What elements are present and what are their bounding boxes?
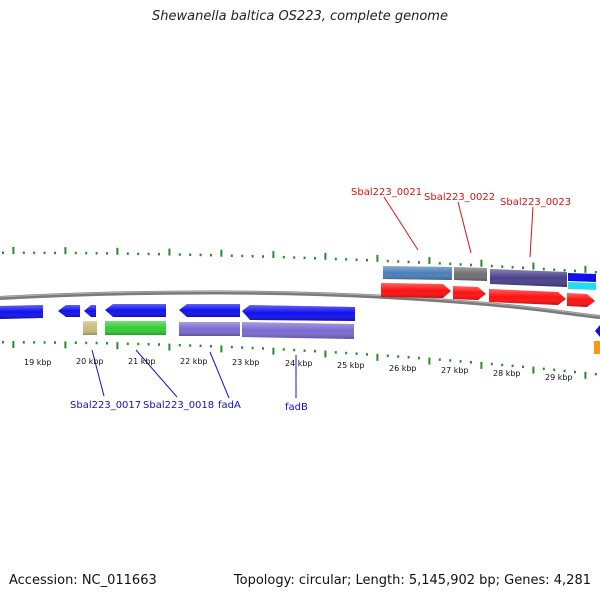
gene-shade xyxy=(381,283,451,298)
leader-sbal223-0018 xyxy=(135,349,178,398)
gene-label-sbal223-0018[interactable]: Sbal223_0018 xyxy=(143,400,214,411)
leader-fada xyxy=(209,351,230,399)
gene-label-sbal223-0023[interactable]: Sbal223_0023 xyxy=(500,197,571,208)
scale-label-20kbp: 20 kbp xyxy=(76,357,104,366)
gene-label-sbal223-0022[interactable]: Sbal223_0022 xyxy=(424,192,495,203)
gene-label-fadb[interactable]: fadB xyxy=(285,402,308,413)
gene-upper-blue-segment[interactable] xyxy=(568,273,596,282)
upper-feature-track xyxy=(381,266,596,307)
scale-label-29kbp: 29 kbp xyxy=(545,373,573,382)
scale-label-25kbp: 25 kbp xyxy=(337,361,365,370)
label-leaders xyxy=(91,196,534,399)
scale-label-28kbp: 28 kbp xyxy=(493,369,521,378)
scale-label-22kbp: 22 kbp xyxy=(180,357,208,366)
gene-shade xyxy=(58,305,80,317)
gene-shade xyxy=(105,321,166,335)
gene-shade xyxy=(179,304,240,317)
gene-shade xyxy=(567,293,595,307)
scale-label-21kbp: 21 kbp xyxy=(128,357,156,366)
gene-shade xyxy=(490,269,567,287)
scale-label-24kbp: 24 kbp xyxy=(285,359,313,368)
gene-shade xyxy=(453,286,486,300)
gene-shade xyxy=(242,305,355,321)
gene-shade xyxy=(0,305,43,319)
gene-shade xyxy=(84,305,96,317)
cds-reverse-edge[interactable] xyxy=(595,325,600,337)
gene-shade xyxy=(454,267,487,281)
leader-sbal223-0023 xyxy=(529,206,534,258)
gene-shade xyxy=(242,322,354,339)
gene-shade xyxy=(179,322,240,336)
scale-label-23kbp: 23 kbp xyxy=(232,358,260,367)
genome-backbone xyxy=(0,290,600,319)
lower-feature-track xyxy=(0,304,600,354)
gene-label-sbal223-0017[interactable]: Sbal223_0017 xyxy=(70,400,141,411)
scale-label-26kbp: 26 kbp xyxy=(389,364,417,373)
gene-shade xyxy=(383,266,452,280)
lower-tick-track xyxy=(2,341,597,379)
map-title: Shewanella baltica OS223, complete genom… xyxy=(152,9,448,24)
leader-sbal223-0017 xyxy=(91,349,105,397)
gene-label-sbal223-0021[interactable]: Sbal223_0021 xyxy=(351,187,422,198)
scale-label-27kbp: 27 kbp xyxy=(441,366,469,375)
gene-orange-edge[interactable] xyxy=(594,341,600,354)
genome-backbone-highlight xyxy=(0,290,600,317)
gene-shade xyxy=(105,304,166,317)
scale-label-19kbp: 19 kbp xyxy=(24,358,52,367)
genome-summary-text: Topology: circular; Length: 5,145,902 bp… xyxy=(233,573,591,588)
leader-sbal223-0021 xyxy=(383,196,419,251)
gene-upper-cyan-segment[interactable] xyxy=(568,282,596,290)
accession-text: Accession: NC_011663 xyxy=(9,573,157,588)
gene-label-fada[interactable]: fadA xyxy=(218,400,241,411)
gene-shade xyxy=(83,321,97,335)
gene-shade xyxy=(489,289,566,305)
upper-tick-track xyxy=(2,247,597,274)
leader-sbal223-0022 xyxy=(457,201,472,254)
